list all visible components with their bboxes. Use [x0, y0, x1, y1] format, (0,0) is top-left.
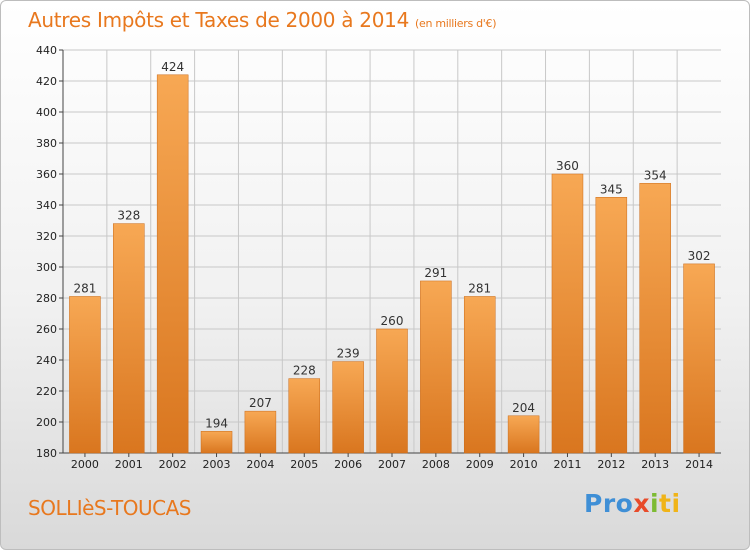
- logo-part: i: [649, 489, 660, 518]
- bar-2006: [332, 361, 364, 454]
- value-label-2012: 345: [600, 182, 623, 196]
- value-label-2006: 239: [337, 347, 360, 361]
- x-tick-label-2004: 2004: [246, 458, 274, 471]
- bar-2007: [376, 328, 408, 454]
- y-tick-label: 180: [36, 447, 57, 460]
- y-tick-label: 200: [36, 416, 57, 429]
- logo-part: ti: [659, 489, 681, 518]
- value-label-2005: 228: [293, 364, 316, 378]
- y-tick-label: 400: [36, 106, 57, 119]
- bar-2001: [113, 223, 145, 454]
- bar-2010: [507, 415, 540, 454]
- value-labels: 281 328 424 194 207 228 239 260 291 281 204 360 345 3…: [73, 60, 711, 430]
- x-tick-label-2009: 2009: [466, 458, 494, 471]
- bar-2002: [156, 74, 189, 454]
- x-tick-label-2000: 2000: [71, 458, 99, 471]
- value-label-2002: 424: [161, 60, 184, 74]
- x-tick-label-2005: 2005: [290, 458, 318, 471]
- logo-part: Pro: [584, 489, 634, 518]
- y-tick-label: 380: [36, 137, 57, 150]
- y-tick-label: 220: [36, 385, 57, 398]
- chart-title: Autres Impôts et Taxes de 2000 à 2014 (en…: [28, 8, 496, 32]
- value-label-2013: 354: [644, 168, 667, 182]
- value-label-2011: 360: [556, 159, 579, 173]
- x-tick-label-2014: 2014: [685, 458, 713, 471]
- bar-2012: [595, 197, 628, 454]
- bar-2004: [244, 410, 277, 454]
- y-tick-label: 340: [36, 199, 57, 212]
- bar-2005: [288, 378, 321, 454]
- y-tick-labels: 180 200 220 240 260 280 300 320 340 360 380 400 420 4…: [36, 44, 57, 460]
- proxiti-logo: Proxiti: [584, 489, 681, 518]
- y-tick-label: 360: [36, 168, 57, 181]
- chart-unit: (en milliers d'€): [415, 17, 497, 30]
- x-tick-label-2008: 2008: [422, 458, 450, 471]
- x-tick-label-2012: 2012: [597, 458, 625, 471]
- bar-2003: [200, 431, 233, 454]
- x-tick-label-2006: 2006: [334, 458, 362, 471]
- x-tick-label-2010: 2010: [510, 458, 538, 471]
- y-tick-label: 320: [36, 230, 57, 243]
- value-label-2001: 328: [117, 209, 140, 223]
- bar-2009: [463, 296, 496, 454]
- x-tick-label-2011: 2011: [553, 458, 581, 471]
- bar-2011: [551, 173, 584, 454]
- chart-title-text: Autres Impôts et Taxes de 2000 à 2014: [28, 8, 409, 32]
- logo-part: x: [633, 489, 650, 518]
- bar-2013: [639, 183, 671, 454]
- value-label-2010: 204: [512, 401, 535, 415]
- value-label-2004: 207: [249, 396, 272, 410]
- x-tick-labels: 2000 2001 2002 2003 2004 2005 2006 2007 2008 2009…: [71, 458, 713, 471]
- bar-2000: [69, 296, 101, 454]
- x-tick-label-2001: 2001: [115, 458, 143, 471]
- bar-2008: [420, 280, 452, 454]
- value-label-2008: 291: [424, 266, 447, 280]
- y-tick-label: 440: [36, 44, 57, 57]
- bars: [69, 74, 715, 454]
- y-tick-label: 420: [36, 75, 57, 88]
- bar-2014: [683, 263, 715, 454]
- x-tick-label-2002: 2002: [159, 458, 187, 471]
- value-label-2000: 281: [73, 281, 96, 295]
- y-tick-label: 260: [36, 323, 57, 336]
- x-tick-label-2007: 2007: [378, 458, 406, 471]
- y-tick-label: 240: [36, 354, 57, 367]
- value-label-2014: 302: [688, 249, 711, 263]
- y-tick-label: 300: [36, 261, 57, 274]
- x-tick-label-2003: 2003: [203, 458, 231, 471]
- value-label-2007: 260: [381, 314, 404, 328]
- value-label-2003: 194: [205, 416, 228, 430]
- y-tick-label: 280: [36, 292, 57, 305]
- value-label-2009: 281: [468, 281, 491, 295]
- x-tick-label-2013: 2013: [641, 458, 669, 471]
- commune-name: SOLLIèS-TOUCAS: [28, 496, 191, 520]
